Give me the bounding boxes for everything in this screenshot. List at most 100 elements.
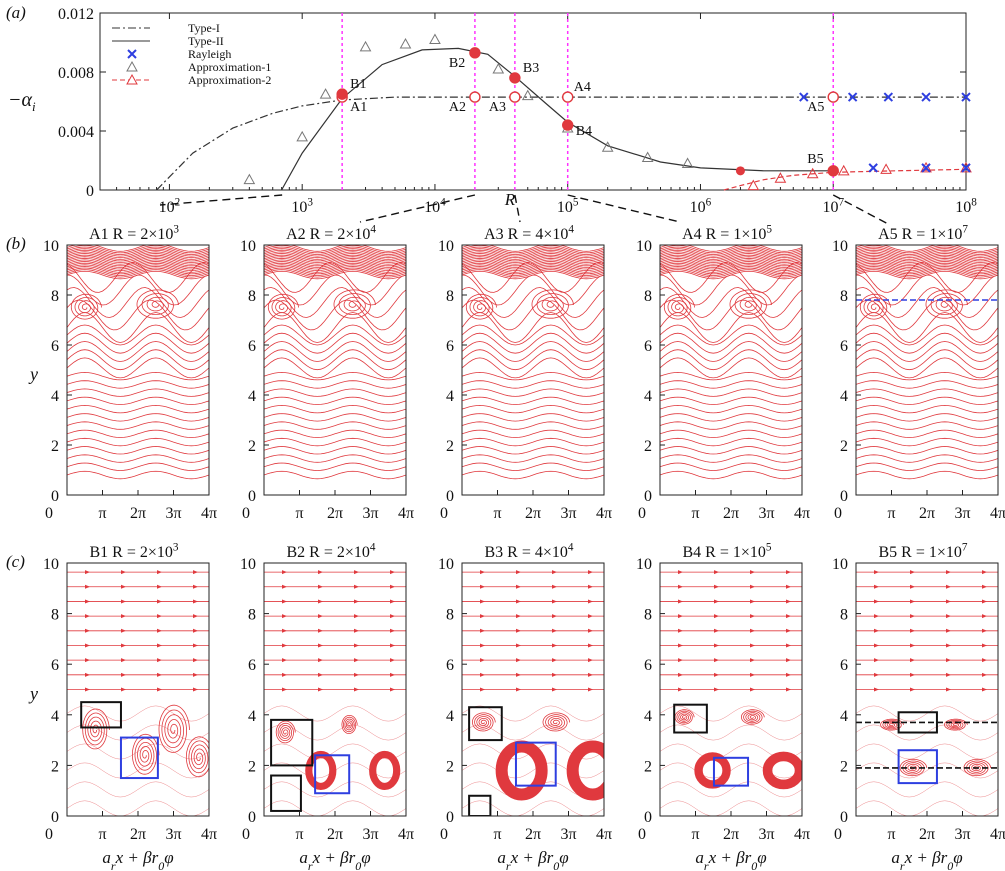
arrow-head: [588, 629, 593, 633]
point-A2: [470, 92, 480, 102]
arrow-head: [588, 585, 593, 589]
streamline: [856, 447, 998, 455]
x-tick-label: 3π: [954, 505, 970, 522]
streamline: [660, 397, 802, 405]
arrow-head: [318, 614, 323, 618]
arrow-head: [874, 585, 879, 589]
arrow-head: [282, 629, 287, 633]
arrow-head: [750, 599, 755, 603]
arrow-head: [282, 570, 287, 574]
y-tick-label: 8: [51, 607, 59, 624]
streamline: [264, 405, 406, 413]
arrow-head: [750, 673, 755, 677]
streamline: [67, 471, 209, 479]
streamline: [264, 447, 406, 455]
connector-arrow: [360, 195, 475, 222]
subplot-inner: [462, 244, 604, 479]
streamline: [67, 447, 209, 455]
arrow-head: [516, 599, 521, 603]
legend-label: Rayleigh: [188, 47, 231, 61]
vortex: [83, 709, 110, 749]
arrow-head: [786, 629, 791, 633]
panel-label: (b): [6, 234, 26, 253]
streamline: [660, 471, 802, 479]
arrow-head: [714, 688, 719, 692]
arrow-head: [786, 570, 791, 574]
y-tick-label: 2: [248, 758, 256, 775]
x-tick-label: 0: [440, 505, 448, 522]
legend-label: Approximation-1: [188, 60, 271, 74]
arrow-head: [354, 688, 359, 692]
x-tick-label: 0: [440, 826, 448, 843]
point-label-B3: B3: [523, 61, 539, 76]
arrow-head: [121, 673, 126, 677]
legend-marker: [128, 50, 136, 58]
streamline: [660, 430, 802, 438]
subplot-title-A1: A1 R = 2×103: [89, 224, 179, 243]
streamline: [264, 438, 406, 446]
streamline: [264, 725, 406, 740]
arrow-head: [786, 658, 791, 662]
arrow-head: [354, 643, 359, 647]
streamline: [856, 313, 998, 343]
arrow-head: [714, 599, 719, 603]
arrow-head: [714, 629, 719, 633]
subplot-title-A2: A2 R = 2×104: [286, 224, 376, 243]
arrow-head: [874, 658, 879, 662]
arrow-head: [318, 570, 323, 574]
subplot-B1: B1 R = 2×103arx + βr0φ0246810π 2π 3π 4π0: [43, 542, 217, 871]
y-tick-label: 6: [840, 338, 848, 355]
x-tick-label: 0: [242, 826, 250, 843]
subplot-B3: B3 R = 4×104arx + βr0φ0246810π 2π 3π 4π0: [438, 542, 613, 871]
arrow-head: [750, 643, 755, 647]
approx-2-point: [839, 166, 849, 175]
x-tick-label: π: [887, 826, 895, 843]
arrow-head: [282, 658, 287, 662]
arrow-head: [354, 673, 359, 677]
arrow-head: [588, 673, 593, 677]
arrow-head: [678, 585, 683, 589]
y-tick-label: 0: [644, 488, 652, 505]
x-tick-label: 107: [822, 197, 844, 216]
y-tick-label: 8: [644, 607, 652, 624]
streamline: [856, 422, 998, 430]
point-label-A2: A2: [449, 100, 466, 115]
vortex: [881, 719, 904, 730]
streamline: [67, 463, 209, 471]
ring-vortex: [573, 746, 613, 794]
arrow-head: [354, 629, 359, 633]
vortex: [276, 721, 295, 743]
arrow-head: [588, 599, 593, 603]
streamline: [660, 405, 802, 413]
arrow-head: [874, 599, 879, 603]
streamline: [856, 744, 998, 759]
ring-vortex: [768, 756, 800, 784]
x-tick-label: 2π: [130, 826, 146, 843]
y-tick-label: 0: [840, 809, 848, 826]
streamline: [856, 381, 998, 389]
highlight-box-blue: [899, 750, 937, 783]
arrow-head: [121, 570, 126, 574]
arrow-head: [910, 570, 915, 574]
arrow-head: [157, 643, 162, 647]
arrow-head: [714, 614, 719, 618]
arrow-head: [786, 673, 791, 677]
subplot-A3: A3 R = 4×1040246810π 2π 3π 4π0: [438, 224, 612, 522]
streamline: [67, 455, 209, 463]
arrow-head: [874, 570, 879, 574]
x-tick-label: 2π: [723, 826, 739, 843]
streamline: [856, 463, 998, 471]
x-tick-label: 0: [45, 505, 53, 522]
arrow-head: [85, 629, 90, 633]
vortex: [741, 710, 764, 725]
y-axis-label: −αi: [8, 89, 36, 114]
subplot-inner: [264, 244, 406, 479]
streamline: [264, 471, 406, 479]
x-tick-label: 3π: [362, 826, 378, 843]
subplot-inner: [660, 570, 802, 816]
axes-frame: [67, 245, 209, 495]
streamline: [264, 414, 406, 422]
arrow-head: [516, 570, 521, 574]
y-tick-label: 2: [51, 438, 59, 455]
